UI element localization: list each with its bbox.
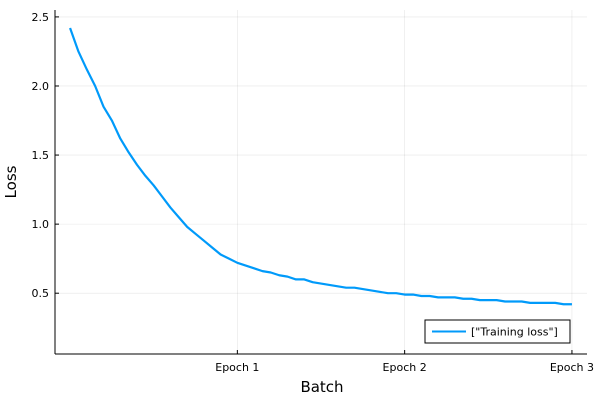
x-tick-label: Epoch 2 [383,361,427,374]
y-ticks: 0.5 1.0 1.5 2.0 2.5 [32,11,59,300]
x-tick-label: Epoch 1 [215,361,259,374]
y-tick-label: 2.5 [32,11,50,24]
legend-box [424,319,571,344]
legend: ["Training loss"] [424,319,571,344]
x-tick-label: Epoch 3 [550,361,594,374]
y-axis-title: Loss [2,165,20,198]
x-ticks: Epoch 1 Epoch 2 Epoch 3 [215,350,594,374]
y-tick-label: 1.0 [32,218,50,231]
training-loss-line [69,27,572,306]
grid [55,10,587,354]
y-tick-label: 2.0 [32,80,50,93]
y-tick-label: 0.5 [32,287,50,300]
legend-label: ["Training loss"] [471,326,558,339]
axes [54,10,587,355]
x-axis-title: Batch [300,378,343,396]
series-group [69,27,572,306]
y-tick-label: 1.5 [32,149,50,162]
